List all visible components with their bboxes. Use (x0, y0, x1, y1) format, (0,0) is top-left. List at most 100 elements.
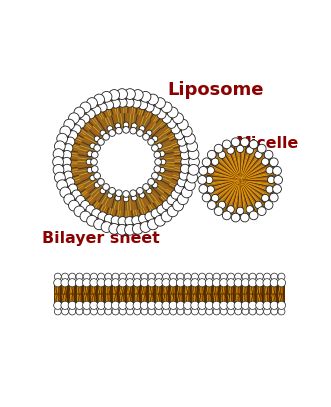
Circle shape (206, 176, 213, 184)
Circle shape (64, 119, 74, 130)
Circle shape (104, 214, 114, 223)
Circle shape (177, 194, 188, 205)
Circle shape (116, 127, 122, 134)
Circle shape (199, 273, 206, 280)
Circle shape (212, 158, 219, 165)
Circle shape (98, 103, 107, 112)
Circle shape (162, 301, 170, 309)
Circle shape (87, 151, 93, 157)
Circle shape (152, 173, 158, 179)
Circle shape (60, 126, 71, 137)
Circle shape (87, 167, 93, 173)
Circle shape (145, 212, 154, 221)
Circle shape (76, 273, 83, 280)
Circle shape (62, 158, 71, 166)
Circle shape (94, 136, 100, 142)
Circle shape (167, 119, 176, 128)
Circle shape (199, 185, 208, 193)
Circle shape (151, 106, 160, 115)
Circle shape (81, 201, 90, 210)
Circle shape (181, 187, 192, 198)
Circle shape (68, 279, 76, 287)
Circle shape (235, 273, 242, 280)
Circle shape (57, 180, 68, 190)
Circle shape (83, 308, 90, 315)
Circle shape (80, 102, 91, 113)
Circle shape (177, 137, 186, 146)
Circle shape (90, 273, 97, 280)
Circle shape (240, 213, 249, 222)
Circle shape (72, 190, 81, 199)
Circle shape (256, 279, 264, 287)
Circle shape (179, 171, 188, 180)
Circle shape (76, 119, 85, 128)
Circle shape (76, 308, 83, 315)
Circle shape (162, 279, 170, 287)
Circle shape (118, 279, 127, 287)
Circle shape (191, 273, 198, 280)
Circle shape (256, 308, 263, 315)
Circle shape (160, 159, 166, 165)
Circle shape (54, 308, 61, 315)
Circle shape (227, 301, 235, 309)
Circle shape (174, 131, 184, 140)
Circle shape (109, 223, 119, 234)
Circle shape (94, 173, 101, 179)
Circle shape (60, 96, 192, 228)
Circle shape (157, 143, 162, 149)
Circle shape (61, 279, 69, 287)
Circle shape (103, 133, 109, 140)
Circle shape (205, 144, 276, 216)
Circle shape (60, 187, 71, 198)
Circle shape (132, 216, 141, 225)
Circle shape (206, 273, 213, 280)
Circle shape (131, 195, 137, 201)
Circle shape (218, 201, 226, 209)
Circle shape (212, 195, 219, 202)
Circle shape (109, 188, 116, 194)
Circle shape (278, 273, 285, 280)
Circle shape (125, 217, 134, 226)
Circle shape (148, 273, 155, 280)
Circle shape (97, 279, 105, 287)
Circle shape (169, 301, 177, 309)
Circle shape (266, 186, 273, 193)
Circle shape (66, 177, 75, 187)
Circle shape (277, 279, 286, 287)
Circle shape (154, 151, 161, 158)
Circle shape (191, 308, 198, 315)
Circle shape (115, 123, 120, 129)
Circle shape (264, 150, 273, 159)
Circle shape (155, 279, 163, 287)
Circle shape (63, 164, 71, 173)
Circle shape (155, 301, 163, 309)
Circle shape (227, 206, 234, 213)
Circle shape (205, 279, 213, 287)
Circle shape (155, 308, 162, 315)
Circle shape (105, 273, 112, 280)
Circle shape (176, 301, 185, 309)
Circle shape (263, 279, 271, 287)
Circle shape (146, 188, 152, 194)
Circle shape (100, 130, 106, 136)
Circle shape (263, 301, 271, 309)
Circle shape (249, 273, 256, 280)
Circle shape (222, 211, 231, 220)
Circle shape (155, 273, 162, 280)
Circle shape (202, 193, 211, 202)
Circle shape (263, 308, 270, 315)
Circle shape (91, 159, 97, 165)
Circle shape (213, 301, 221, 309)
Circle shape (97, 301, 105, 309)
Circle shape (273, 185, 281, 193)
Circle shape (169, 279, 177, 287)
Circle shape (115, 195, 120, 201)
Circle shape (208, 150, 216, 159)
Circle shape (208, 201, 216, 210)
Circle shape (62, 308, 69, 315)
Circle shape (198, 301, 206, 309)
Circle shape (123, 190, 129, 197)
Circle shape (64, 144, 73, 153)
Circle shape (98, 179, 104, 185)
Circle shape (138, 101, 148, 109)
